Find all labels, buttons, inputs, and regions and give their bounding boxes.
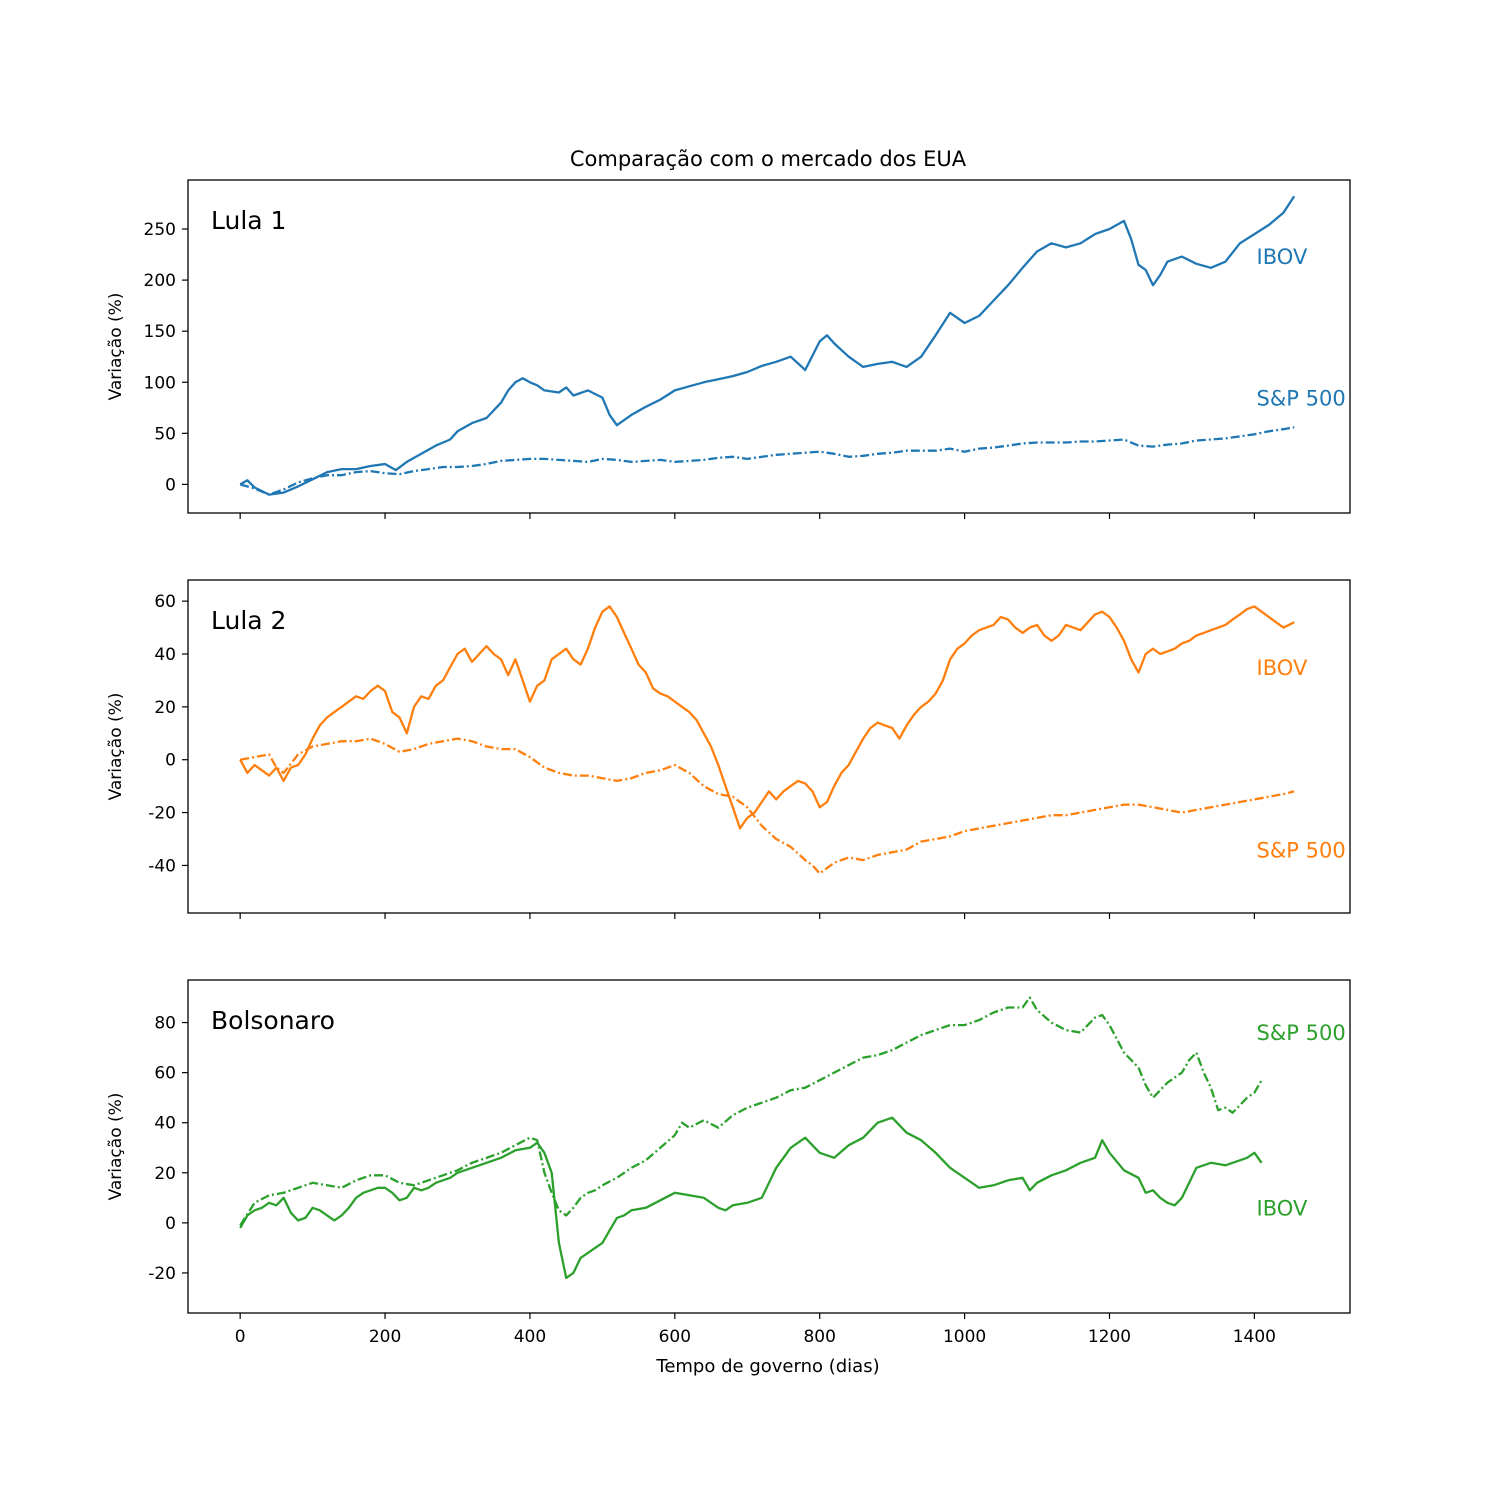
series-label-sp500: S&P 500 <box>1257 1021 1346 1045</box>
y-tick-label: 60 <box>154 1064 176 1084</box>
y-tick-label: 40 <box>154 645 176 665</box>
x-tick-label: 1000 <box>943 1327 986 1347</box>
x-tick-label: 1400 <box>1233 1327 1276 1347</box>
series-line-ibov <box>239 605 1295 830</box>
y-tick-label: -20 <box>148 1264 176 1284</box>
x-tick-label: 400 <box>514 1327 546 1347</box>
y-axis-label: Variação (%) <box>106 293 126 401</box>
y-tick-label: 100 <box>144 373 176 393</box>
panel-lula-1: 0 50 100 150 200 250 Variação (%) IBOV S&P 500 Lu… <box>106 179 1351 519</box>
x-axis-label: Tempo de governo (dias) <box>655 1356 879 1377</box>
y-tick-label: 20 <box>154 1164 176 1184</box>
y-tick-label: 150 <box>144 322 176 342</box>
panel-title: Lula 1 <box>211 206 286 235</box>
panel-title: Lula 2 <box>211 606 286 635</box>
x-tick-label: 800 <box>803 1327 835 1347</box>
y-tick-label: 60 <box>154 592 176 612</box>
y-tick-label: 250 <box>144 220 176 240</box>
series-label-sp500: S&P 500 <box>1257 839 1346 863</box>
y-tick-label: 40 <box>154 1114 176 1134</box>
y-tick-label: -40 <box>148 856 176 876</box>
x-tick-label: 200 <box>369 1327 401 1347</box>
series-line-sp500 <box>239 996 1263 1227</box>
axes-frame <box>187 579 1351 914</box>
axes-frame <box>187 979 1351 1314</box>
y-tick-label: 50 <box>154 424 176 444</box>
series-label-sp500: S&P 500 <box>1257 387 1346 411</box>
panel-lula-2: -40 -20 0 20 40 60 Variação (%) IBOV S&P 500 Lula… <box>106 579 1351 919</box>
series-label-ibov: IBOV <box>1257 656 1308 680</box>
y-tick-label: 20 <box>154 698 176 718</box>
series-line-sp500 <box>239 737 1295 875</box>
axes-frame <box>187 179 1351 514</box>
figure-title: Comparação com o mercado dos EUA <box>570 147 967 171</box>
series-line-ibov <box>239 1116 1263 1280</box>
series-line-sp500 <box>239 426 1295 496</box>
panel-title: Bolsonaro <box>211 1006 335 1035</box>
y-tick-label: 0 <box>165 1214 176 1234</box>
series-label-ibov: IBOV <box>1257 1196 1308 1220</box>
y-tick-label: -20 <box>148 804 176 824</box>
series-label-ibov: IBOV <box>1257 245 1308 269</box>
y-axis-label: Variação (%) <box>106 693 126 801</box>
y-tick-label: 80 <box>154 1014 176 1034</box>
x-tick-label: 600 <box>659 1327 691 1347</box>
series-line-ibov <box>239 195 1296 496</box>
y-axis-label: Variação (%) <box>106 1093 126 1201</box>
x-tick-label: 0 <box>235 1327 246 1347</box>
y-tick-label: 0 <box>165 751 176 771</box>
y-tick-label: 0 <box>165 475 176 495</box>
y-tick-label: 200 <box>144 271 176 291</box>
x-tick-label: 1200 <box>1088 1327 1131 1347</box>
